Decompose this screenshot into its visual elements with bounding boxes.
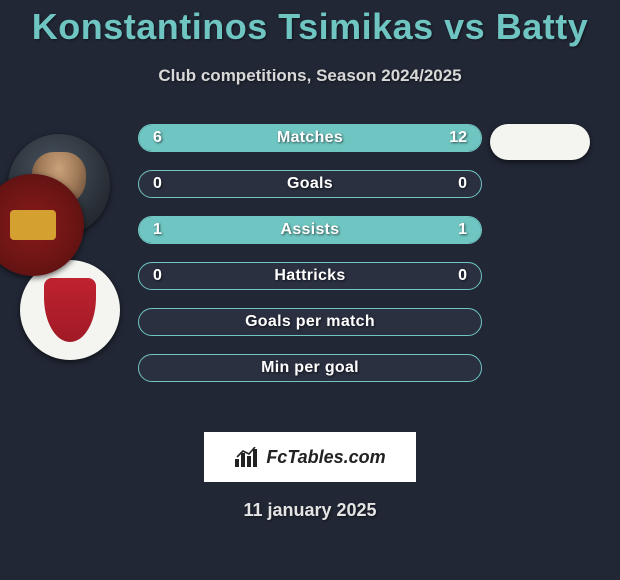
stat-row: Min per goal xyxy=(138,354,482,382)
brand-badge: FcTables.com xyxy=(204,432,416,482)
brand-text: FcTables.com xyxy=(266,447,385,468)
chart-icon xyxy=(234,447,260,467)
stat-row: 11Assists xyxy=(138,216,482,244)
comparison-content: 612Matches 00Goals 11Assists 00Hattricks Goa… xyxy=(0,124,620,424)
stat-label: Matches xyxy=(139,125,481,151)
stat-bars: 612Matches 00Goals 11Assists 00Hattricks Goa… xyxy=(138,124,482,400)
stat-row: 00Hattricks xyxy=(138,262,482,290)
stat-label: Hattricks xyxy=(139,263,481,289)
comparison-subtitle: Club competitions, Season 2024/2025 xyxy=(0,66,620,86)
stat-row: 00Goals xyxy=(138,170,482,198)
stat-label: Assists xyxy=(139,217,481,243)
stat-row: 612Matches xyxy=(138,124,482,152)
comparison-title: Konstantinos Tsimikas vs Batty xyxy=(0,0,620,48)
stat-label: Goals xyxy=(139,171,481,197)
stat-label: Goals per match xyxy=(139,309,481,335)
stat-label: Min per goal xyxy=(139,355,481,381)
player-right-avatar xyxy=(490,124,590,160)
snapshot-date: 11 january 2025 xyxy=(0,500,620,521)
stat-row: Goals per match xyxy=(138,308,482,336)
